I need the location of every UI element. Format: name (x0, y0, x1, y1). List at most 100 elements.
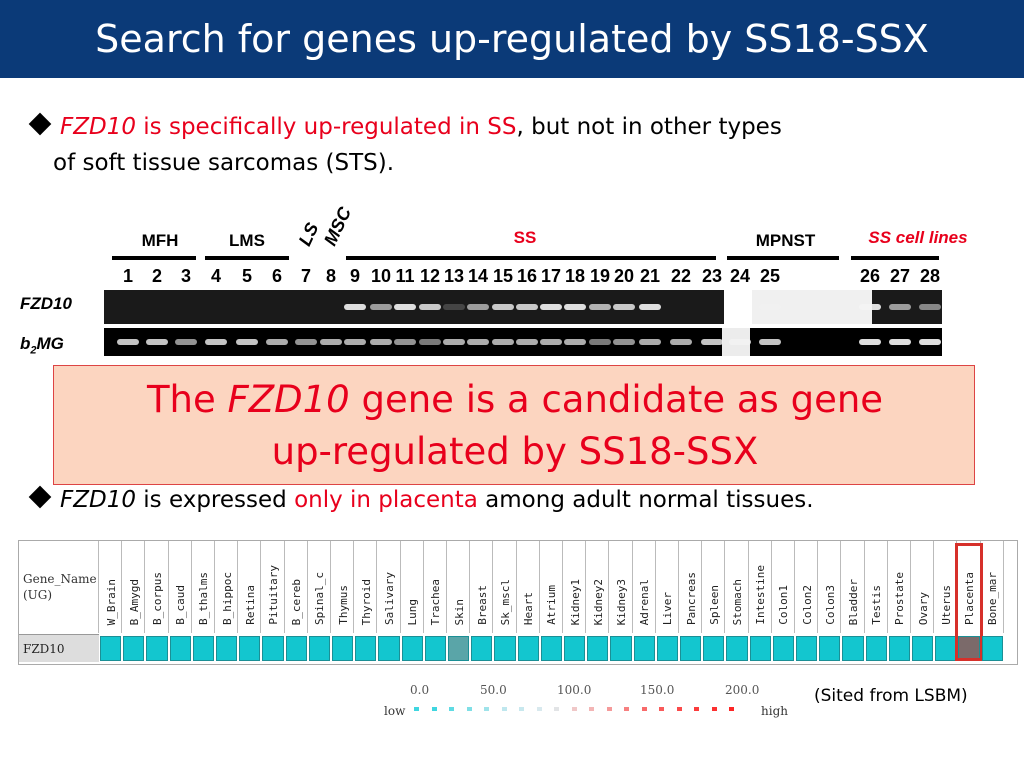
lane-number: 1 (122, 266, 133, 286)
tissue-header: Atrium (540, 541, 563, 633)
tissue-header: Thyroid (354, 541, 378, 633)
gel-band-b2mg (443, 339, 465, 345)
legend-swatch (624, 707, 629, 711)
gene-name-cell: FZD10 (19, 634, 99, 662)
tissue-header: Salivary (377, 541, 401, 633)
diamond-bullet-icon (28, 112, 52, 136)
expression-cell (308, 636, 330, 661)
gel-strip-fzd10-right-white (724, 290, 752, 324)
tissue-label: Kidney1 (568, 578, 582, 625)
lane-number: 19 (589, 266, 611, 286)
expression-cell (424, 636, 446, 661)
tissue-header: Trachea (424, 541, 447, 633)
gel-band-b2mg (117, 339, 139, 345)
legend-swatch (659, 707, 664, 711)
gel-band-fzd10 (419, 304, 441, 310)
lane-number: 4 (210, 266, 221, 286)
bullet-1-gene: FZD10 (60, 114, 136, 140)
tissue-header: Breast (470, 541, 494, 633)
lane-number: 24 (729, 266, 751, 286)
tissue-label: Ovary (916, 591, 930, 625)
tissue-header: Stomach (725, 541, 749, 633)
legend-tick: 200.0 (725, 683, 760, 697)
group-line-mfh (112, 256, 196, 260)
gel-band-fzd10 (759, 304, 781, 310)
lane-number: 14 (467, 266, 489, 286)
row-label-b2mg: b2MG (20, 334, 64, 357)
expression-cell (726, 636, 748, 661)
gel-band-b2mg (759, 339, 781, 345)
expression-cell (262, 636, 284, 661)
tissue-header: Prostate (888, 541, 911, 633)
gel-band-b2mg (701, 339, 723, 345)
gel-band-b2mg (670, 339, 692, 345)
bullet-1-red-text: is specifically up-regulated in SS (135, 114, 517, 140)
gel-band-fzd10 (564, 304, 586, 310)
gel-band-b2mg (729, 339, 751, 345)
gel-band-fzd10 (589, 304, 611, 310)
expression-cell (517, 636, 539, 661)
tissue-label: Kidney3 (614, 578, 628, 625)
expression-cell (749, 636, 771, 661)
tissue-label: B_thalms (197, 572, 211, 625)
tissue-header: Intestine (749, 541, 772, 633)
gel-band-fzd10 (492, 304, 514, 310)
tissue-header: B_Amygd (122, 541, 146, 633)
legend-high-label: high (761, 704, 788, 718)
legend-swatch (501, 707, 507, 711)
expression-cell (772, 636, 794, 661)
tissue-label: Salivary (382, 572, 396, 625)
tissue-header: B_hippoc (215, 541, 239, 633)
lane-number: 8 (325, 266, 336, 286)
expression-cell (912, 636, 934, 661)
tissue-label: B_caud (174, 585, 188, 625)
legend-swatch (606, 707, 612, 711)
gel-band-b2mg (175, 339, 197, 345)
expression-cell (285, 636, 307, 661)
tissue-header: Kidney2 (586, 541, 610, 633)
legend-tick: 100.0 (557, 683, 592, 697)
gel-band-b2mg (516, 339, 538, 345)
lane-number: 18 (564, 266, 586, 286)
group-line-lms (205, 256, 289, 260)
lane-number: 22 (670, 266, 692, 286)
tissue-header: Kidney3 (609, 541, 633, 633)
tissue-label: Intestine (754, 565, 768, 625)
lane-number: 10 (370, 266, 392, 286)
tissue-label: Bladder (846, 578, 860, 625)
lane-number: 2 (151, 266, 162, 286)
gel-band-fzd10 (344, 304, 366, 310)
tissue-label: Stomach (730, 578, 744, 625)
tissue-header: Spleen (702, 541, 726, 633)
expression-cell (169, 636, 191, 661)
lane-number: 3 (180, 266, 191, 286)
tissue-header: Thymus (331, 541, 355, 633)
expression-cell (680, 636, 702, 661)
tissue-header: Colon2 (795, 541, 819, 633)
lane-number: 9 (349, 266, 360, 286)
gel-band-fzd10 (889, 304, 911, 310)
bullet-2-red-text: only in placenta (294, 487, 478, 513)
expression-cell (656, 636, 678, 661)
group-label-ls: LS (294, 219, 323, 249)
gel-band-fzd10 (859, 304, 881, 310)
expression-cell (471, 636, 493, 661)
group-label-mpnst: MPNST (755, 231, 816, 250)
legend-swatch (711, 707, 717, 711)
expression-cell (796, 636, 818, 661)
legend-tick: 150.0 (640, 683, 675, 697)
expression-cell (935, 636, 957, 661)
tissue-header: Colon3 (818, 541, 842, 633)
tissue-label: Trachea (429, 578, 443, 625)
callout-line-1: The FZD10 gene is a candidate as gene (146, 378, 884, 421)
legend-swatch (554, 707, 559, 711)
gel-band-b2mg (613, 339, 635, 345)
source-credit: (Sited from LSBM) (814, 686, 968, 706)
group-line-ss (346, 256, 716, 260)
lane-number: 28 (919, 266, 941, 286)
expression-cell (633, 636, 655, 661)
lane-number: 7 (300, 266, 311, 286)
tissue-header: Colon1 (772, 541, 795, 633)
tissue-header: Ovary (911, 541, 935, 633)
expression-cell (216, 636, 238, 661)
